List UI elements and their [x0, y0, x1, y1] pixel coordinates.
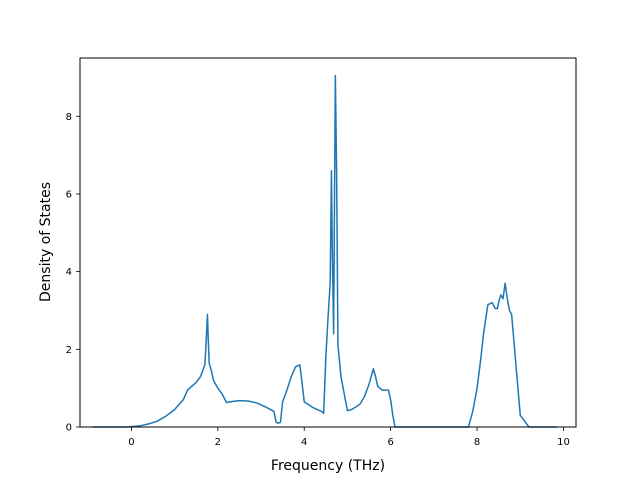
y-axis-label: Density of States [38, 182, 54, 302]
y-axis-ticks: 0 2 4 6 8 [66, 112, 80, 434]
dos-series-line [92, 74, 557, 428]
x-tick-label: 6 [387, 437, 393, 448]
y-tick-label: 8 [66, 112, 72, 123]
series-layer [92, 74, 557, 428]
y-tick-label: 6 [66, 189, 72, 200]
x-axis-label: Frequency (THz) [271, 458, 385, 474]
plot-frame [79, 57, 577, 428]
y-tick-label: 0 [66, 423, 72, 434]
x-tick-label: 10 [557, 437, 570, 448]
plot-background [80, 58, 576, 427]
x-tick-label: 2 [215, 437, 221, 448]
x-tick-label: 4 [301, 437, 307, 448]
x-tick-label: 8 [474, 437, 480, 448]
x-tick-label: 0 [128, 437, 134, 448]
y-tick-label: 4 [66, 267, 72, 278]
y-tick-label: 2 [66, 345, 72, 356]
x-axis-ticks: 0 2 4 6 8 10 [128, 427, 570, 448]
